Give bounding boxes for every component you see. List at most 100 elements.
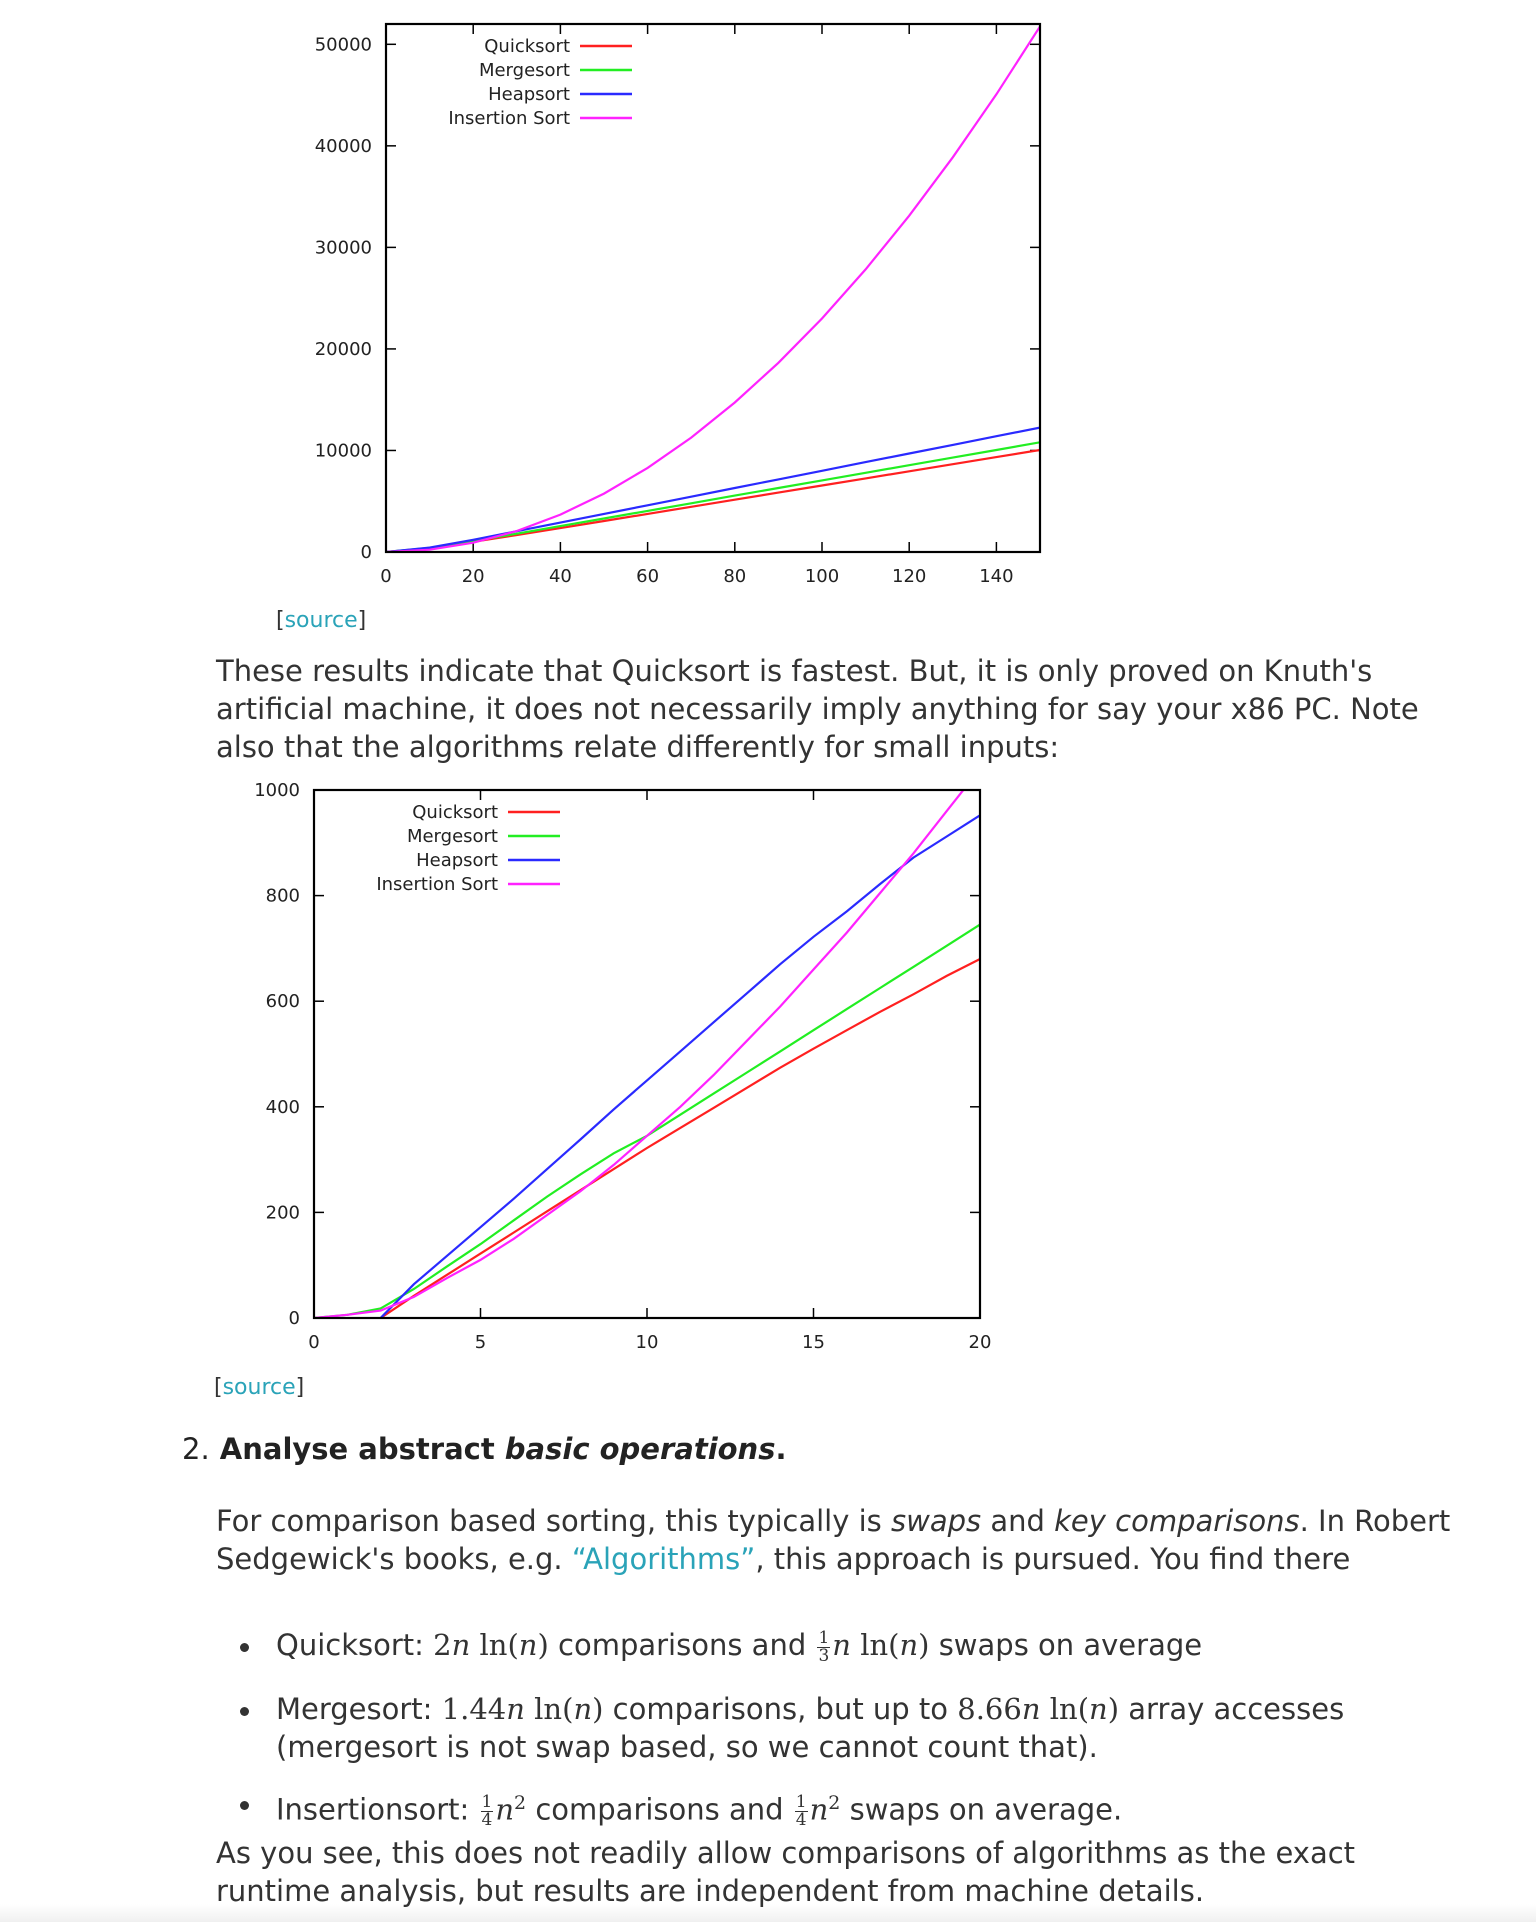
series-line-quicksort: [376, 958, 980, 1318]
source-link-1[interactable]: source: [284, 608, 358, 633]
math: 2: [828, 1792, 841, 1814]
text: swaps on average: [938, 1628, 1203, 1662]
math: n: [518, 1628, 538, 1662]
denominator: 4: [795, 1810, 807, 1831]
series-line-insertion-sort: [386, 25, 1040, 552]
math: n: [1021, 1692, 1041, 1726]
chart-small-input: 0 200 400 600 800 1000 0 5 10 15 20 Quicksort Merges…: [254, 780, 992, 1353]
math: n: [506, 1692, 525, 1726]
text-key-comparisons: key comparisons: [1054, 1504, 1300, 1538]
x-tick-label: 20: [462, 566, 485, 587]
legend-label: Insertion Sort: [376, 874, 498, 895]
math: ): [592, 1692, 604, 1726]
y-tick-label: 10000: [315, 440, 372, 461]
bracket-open: [: [276, 608, 285, 633]
bullet-dot: [240, 1643, 249, 1652]
step-bold: Analyse abstract: [219, 1432, 495, 1466]
legend-label: Quicksort: [412, 802, 498, 823]
math: n: [451, 1628, 471, 1662]
label: Quicksort:: [276, 1628, 424, 1662]
step-number: 2.: [182, 1432, 210, 1466]
series-line-heapsort: [386, 426, 1040, 552]
math: ln(: [1049, 1692, 1090, 1726]
results-paragraph: These results indicate that Quicksort is…: [216, 654, 1419, 764]
text: comparisons, but up to: [612, 1692, 949, 1726]
y-tick-label: 400: [266, 1097, 300, 1118]
y-tick-label: 0: [361, 542, 372, 563]
math: n: [832, 1628, 851, 1662]
bullet-dot: [240, 1801, 249, 1810]
y-tick-label: 40000: [315, 136, 372, 157]
math: ): [1107, 1692, 1120, 1726]
numerator: 1: [794, 1792, 808, 1813]
chart-large-input: 0 10000 20000 30000 40000 50000 0 20 40 60 80 100 12…: [315, 22, 1042, 587]
text: array accesses (mergesort is not swap ba…: [276, 1692, 1345, 1764]
legend-label: Quicksort: [484, 36, 570, 57]
legend-label: Insertion Sort: [448, 108, 570, 129]
x-tick-label: 20: [969, 1332, 992, 1353]
math: 8.66: [957, 1692, 1022, 1726]
math: 2: [433, 1628, 452, 1662]
x-tick-label: 0: [380, 566, 391, 587]
bracket-open: [: [214, 1375, 223, 1400]
x-tick-label: 0: [308, 1332, 319, 1353]
y-tick-label: 30000: [315, 237, 372, 258]
legend-label: Heapsort: [488, 84, 570, 105]
math: 1.44: [441, 1692, 507, 1726]
step-italic: basic operations: [504, 1432, 776, 1466]
math: ): [537, 1628, 549, 1662]
plot-frame: [384, 22, 1042, 554]
x-tick-label: 15: [802, 1332, 825, 1353]
bullet-insertionsort: Insertionsort: 1 4 n2 comparisons and 1 4 n2…: [216, 1784, 1496, 1829]
text: , this approach is pursued. You find the…: [755, 1542, 1351, 1576]
x-tick-label: 60: [636, 566, 659, 587]
plot-frame: [312, 788, 982, 1320]
source-link-1-wrapper: [source]: [276, 608, 366, 633]
text: comparisons and: [535, 1792, 784, 1827]
bracket-close: ]: [357, 608, 367, 633]
series-line-insertion-sort: [314, 790, 965, 1318]
math: n: [573, 1692, 593, 1726]
series-line-heapsort: [376, 814, 980, 1318]
math: n: [1089, 1692, 1108, 1726]
numerator: 1: [817, 1627, 831, 1648]
x-tick-label: 100: [805, 566, 839, 587]
math: ): [918, 1628, 930, 1662]
x-tick-label: 80: [723, 566, 746, 587]
step-heading: 2. Analyse abstract basic operations.: [182, 1432, 787, 1466]
step-end: .: [775, 1432, 787, 1466]
legend-label: Mergesort: [479, 60, 570, 81]
math: 2: [514, 1792, 527, 1814]
x-tick-label: 40: [549, 566, 572, 587]
source-link-2[interactable]: source: [222, 1375, 296, 1400]
math: n: [899, 1628, 919, 1662]
text: and: [990, 1504, 1045, 1538]
numerator: 1: [480, 1792, 494, 1813]
math: ln(: [479, 1628, 519, 1662]
bottom-shadow: [0, 1904, 1536, 1922]
series-line-mergesort: [386, 441, 1040, 552]
legend-label: Mergesort: [407, 826, 498, 847]
source-link-2-wrapper: [source]: [214, 1375, 304, 1400]
text: comparisons and: [558, 1628, 807, 1662]
bullet-mergesort: Mergesort: 1.44n ln(n) comparisons, but …: [216, 1690, 1496, 1766]
x-tick-label: 140: [979, 566, 1013, 587]
conclusion-paragraph: As you see, this does not readily allow …: [216, 1836, 1356, 1908]
algorithms-book-link[interactable]: “Algorithms”: [571, 1542, 756, 1576]
sedgewick-paragraph: For comparison based sorting, this typic…: [216, 1502, 1476, 1578]
y-tick-label: 600: [266, 991, 300, 1012]
y-tick-label: 800: [266, 886, 300, 907]
x-tick-label: 10: [636, 1332, 659, 1353]
y-tick-label: 20000: [315, 339, 372, 360]
math: ln(: [860, 1628, 900, 1662]
denominator: 3: [818, 1645, 830, 1666]
text-swaps: swaps: [891, 1504, 982, 1538]
label: Insertionsort:: [276, 1792, 470, 1827]
math: n: [495, 1792, 515, 1827]
y-tick-label: 0: [289, 1308, 300, 1329]
x-tick-label: 5: [475, 1332, 486, 1353]
x-tick-label: 120: [892, 566, 926, 587]
